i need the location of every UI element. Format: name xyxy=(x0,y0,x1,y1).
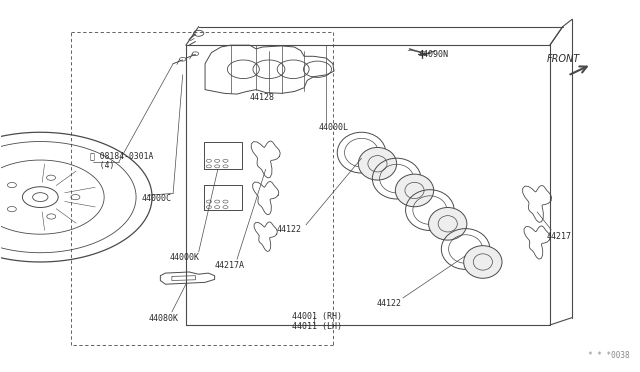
Text: 44000L: 44000L xyxy=(319,123,349,132)
Text: 44122: 44122 xyxy=(376,299,401,308)
Text: 44217A: 44217A xyxy=(214,261,244,270)
Text: 44080K: 44080K xyxy=(149,314,179,323)
Text: 44122: 44122 xyxy=(276,225,301,234)
Ellipse shape xyxy=(358,147,397,180)
Text: * * *0038: * * *0038 xyxy=(588,351,630,360)
Ellipse shape xyxy=(464,246,502,278)
Text: 44000K: 44000K xyxy=(170,253,200,262)
Text: Ⓑ 08184-0301A
  (4): Ⓑ 08184-0301A (4) xyxy=(90,151,154,170)
Ellipse shape xyxy=(429,208,467,240)
Text: 44217: 44217 xyxy=(547,231,572,241)
Text: 44000C: 44000C xyxy=(141,195,171,203)
Text: 44090N: 44090N xyxy=(419,50,449,59)
Text: 44001 (RH)
44011 (LH): 44001 (RH) 44011 (LH) xyxy=(292,312,342,331)
Ellipse shape xyxy=(396,174,434,207)
Text: 44128: 44128 xyxy=(250,93,275,102)
Text: FRONT: FRONT xyxy=(547,54,580,64)
